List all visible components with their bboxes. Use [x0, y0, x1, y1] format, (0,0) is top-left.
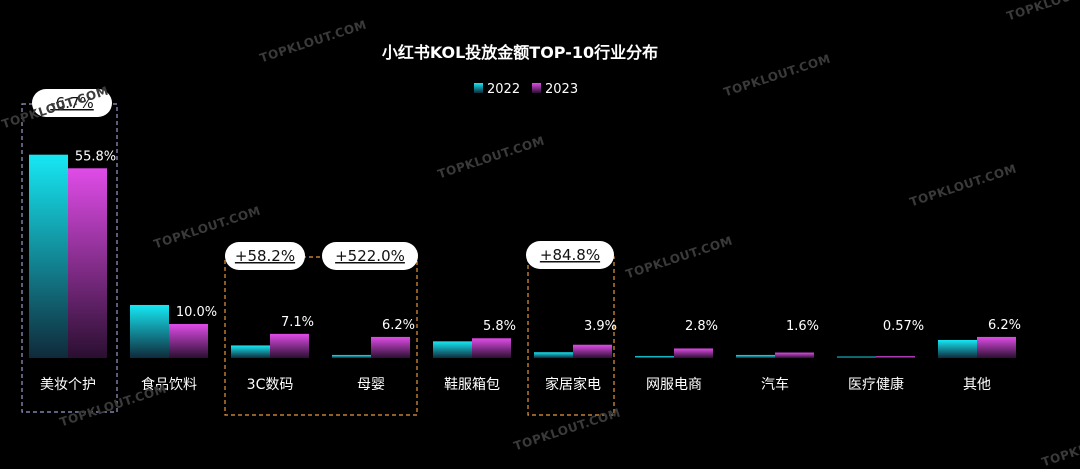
change-badge-text-5: +84.8%: [540, 246, 600, 264]
change-badge-text-3: +522.0%: [335, 247, 405, 265]
data-label-2: 7.1%: [281, 315, 314, 330]
data-label-3: 6.2%: [382, 318, 415, 333]
bar-2023-0: [68, 168, 107, 358]
bar-2022-4: [433, 341, 472, 358]
bar-2023-7: [775, 352, 814, 358]
category-label-0: 美妆个护: [40, 377, 96, 393]
change-badge-0: [32, 89, 112, 117]
legend-label-2023: 2023: [545, 82, 578, 97]
category-label-8: 医疗健康: [848, 376, 904, 393]
bar-2022-0: [29, 154, 68, 358]
data-label-6: 2.8%: [685, 319, 718, 334]
category-label-4: 鞋服箱包: [444, 377, 500, 393]
bar-2022-7: [736, 354, 775, 358]
annotation-frame-0: [21, 103, 118, 413]
legend-swatch-2022: [474, 83, 483, 93]
bar-2022-2: [231, 345, 270, 358]
bar-2022-9: [938, 339, 977, 358]
chart-title: 小红书KOL投放金额TOP-10行业分布: [382, 43, 658, 62]
bar-2022-8: [837, 356, 876, 358]
bar-2023-9: [977, 336, 1016, 358]
category-label-1: 食品饮料: [141, 376, 197, 393]
change-badge-3: [322, 242, 418, 270]
data-label-4: 5.8%: [483, 319, 516, 334]
change-badge-text-2: +58.2%: [235, 247, 295, 265]
bar-2023-1: [169, 324, 208, 358]
change-badge-2: [225, 242, 305, 270]
bar-2022-3: [332, 354, 371, 358]
bar-2023-3: [371, 336, 410, 358]
category-label-5: 家居家电: [545, 376, 601, 393]
data-label-9: 6.2%: [988, 318, 1021, 333]
change-badge-5: [526, 241, 614, 269]
data-label-8: 0.57%: [883, 319, 924, 334]
bar-2022-1: [130, 304, 169, 358]
bar-2023-5: [573, 344, 612, 358]
bar-2023-2: [270, 333, 309, 358]
bar-2023-8: [876, 356, 915, 358]
data-label-5: 3.9%: [584, 319, 617, 334]
bar-2023-4: [472, 338, 511, 358]
data-labels: 55.8% 10.0% 7.1% 6.2% 5.8% 3.9% 2.8% 1.6% 0.57% 6…: [75, 149, 1021, 334]
bar-2023-6: [674, 348, 713, 358]
legend-swatch-2023: [532, 83, 541, 93]
category-label-3: 母婴: [357, 377, 385, 393]
category-labels: 美妆个护 食品饮料 3C数码 母婴 鞋服箱包 家居家电 网服电商 汽车 医疗健康 其他: [40, 376, 991, 393]
category-label-2: 3C数码: [247, 377, 294, 393]
change-badge-text-0: -6.7%: [50, 94, 94, 112]
legend-label-2022: 2022: [487, 82, 520, 97]
change-badges: -6.7% +58.2% +522.0% +84.8%: [32, 89, 614, 270]
data-label-1: 10.0%: [176, 305, 217, 320]
category-label-7: 汽车: [761, 376, 789, 393]
legend: 2022 2023: [474, 82, 578, 97]
bar-2022-6: [635, 355, 674, 358]
data-label-0: 55.8%: [75, 149, 116, 164]
category-label-9: 其他: [963, 377, 991, 393]
data-label-7: 1.6%: [786, 319, 819, 334]
bars: [29, 154, 1016, 358]
category-label-6: 网服电商: [646, 377, 702, 393]
bar-2022-5: [534, 352, 573, 358]
